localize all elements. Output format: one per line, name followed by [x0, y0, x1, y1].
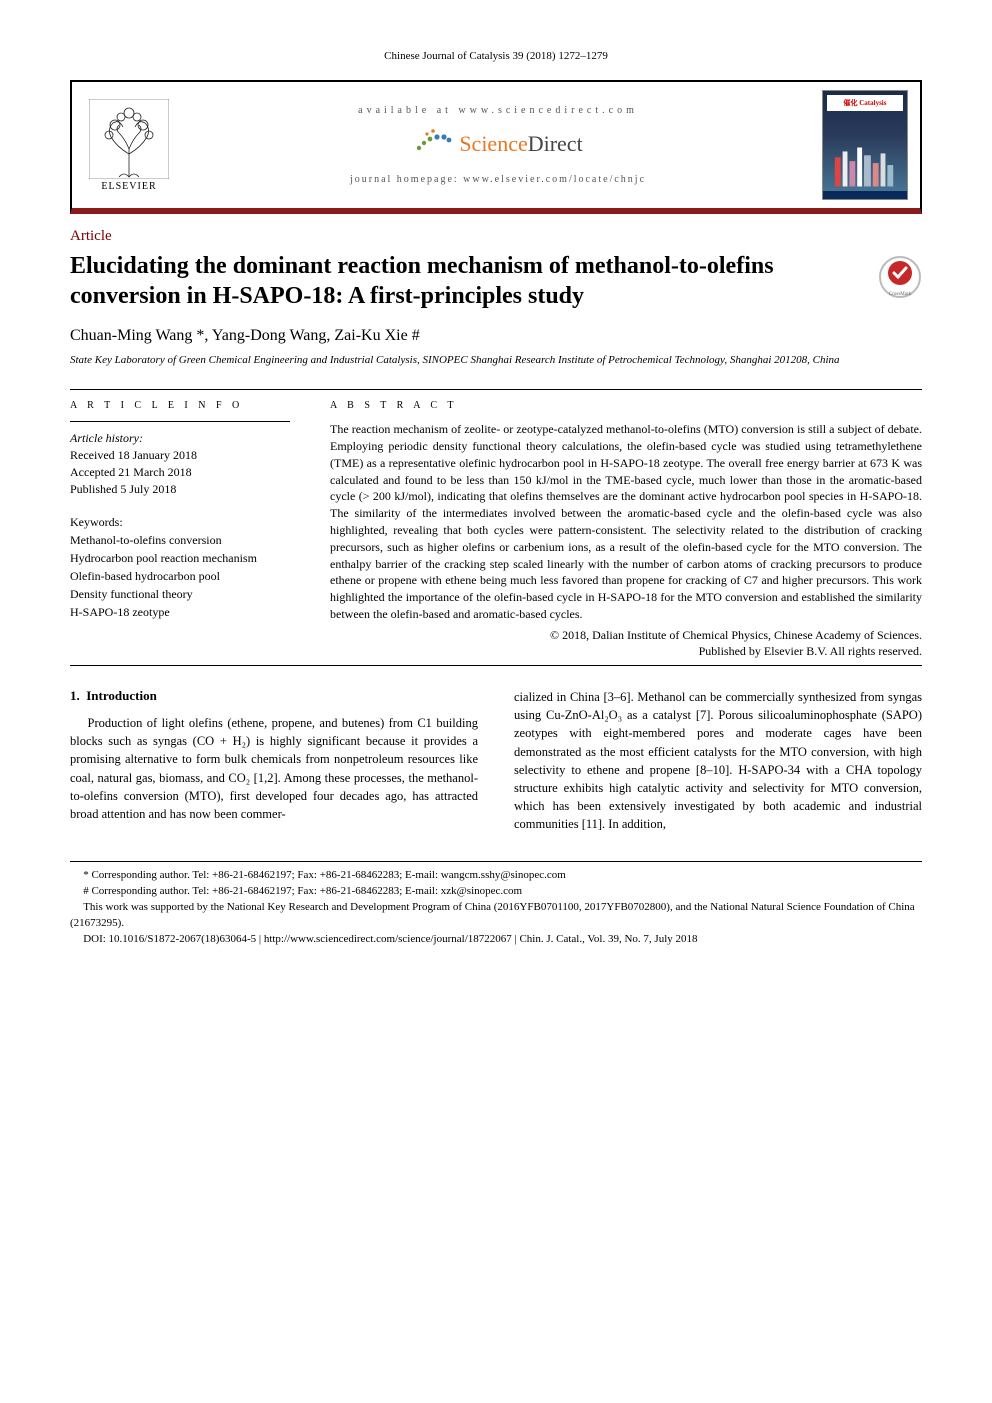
keyword-item: Methanol-to-olefins conversion — [70, 531, 290, 549]
body-paragraph: Production of light olefins (ethene, pro… — [70, 714, 478, 823]
copyright-line: Published by Elsevier B.V. All rights re… — [330, 643, 922, 659]
elsevier-logo: ELSEVIER — [84, 95, 174, 195]
article-history-header: Article history: — [70, 430, 290, 447]
article-info-label: A R T I C L E I N F O — [70, 400, 290, 411]
keyword-item: Density functional theory — [70, 585, 290, 603]
abstract-column: A B S T R A C T The reaction mechanism o… — [330, 400, 922, 659]
sciencedirect-logo: ScienceDirect — [413, 126, 582, 162]
keywords-header: Keywords: — [70, 513, 290, 531]
abstract-text: The reaction mechanism of zeolite- or ze… — [330, 421, 922, 623]
footnote-doi: DOI: 10.1016/S1872-2067(18)63064-5 | htt… — [70, 932, 922, 948]
divider — [70, 389, 922, 390]
keyword-item: Olefin-based hydrocarbon pool — [70, 567, 290, 585]
elsevier-tree-icon — [89, 99, 169, 179]
body-col-right: cialized in China [3–6]. Methanol can be… — [514, 688, 922, 833]
footnote-corresponding: * Corresponding author. Tel: +86-21-6846… — [70, 868, 922, 884]
elsevier-wordmark: ELSEVIER — [101, 181, 156, 192]
svg-text:CrossMark: CrossMark — [889, 292, 912, 297]
keyword-item: H-SAPO-18 zeotype — [70, 603, 290, 621]
received-date: Received 18 January 2018 — [70, 447, 290, 464]
available-at-text: available at www.sciencedirect.com — [190, 105, 806, 116]
crossmark-badge[interactable]: CrossMark — [878, 255, 922, 299]
body-paragraph: cialized in China [3–6]. Methanol can be… — [514, 688, 922, 833]
published-date: Published 5 July 2018 — [70, 481, 290, 498]
journal-header: ELSEVIER available at www.sciencedirect.… — [70, 80, 922, 214]
journal-homepage-text: journal homepage: www.elsevier.com/locat… — [190, 174, 806, 185]
section-heading: 1. Introduction — [70, 688, 478, 704]
footnotes: * Corresponding author. Tel: +86-21-6846… — [70, 861, 922, 948]
footnote-corresponding: # Corresponding author. Tel: +86-21-6846… — [70, 884, 922, 900]
footnote-funding: This work was supported by the National … — [70, 900, 922, 932]
article-type: Article — [70, 228, 922, 245]
sciencedirect-block: available at www.sciencedirect.com Scien… — [190, 105, 806, 185]
sciencedirect-swoosh-icon — [413, 126, 453, 162]
cover-title: 催化 Catalysis — [827, 95, 903, 111]
keyword-item: Hydrocarbon pool reaction mechanism — [70, 549, 290, 567]
abstract-label: A B S T R A C T — [330, 400, 922, 411]
accepted-date: Accepted 21 March 2018 — [70, 464, 290, 481]
cover-city-icon — [829, 147, 901, 187]
divider — [70, 665, 922, 666]
divider — [70, 421, 290, 422]
running-head: Chinese Journal of Catalysis 39 (2018) 1… — [70, 50, 922, 62]
affiliation: State Key Laboratory of Green Chemical E… — [70, 353, 922, 367]
article-title: Elucidating the dominant reaction mechan… — [70, 251, 862, 311]
body-col-left: 1. Introduction Production of light olef… — [70, 688, 478, 833]
copyright-line: © 2018, Dalian Institute of Chemical Phy… — [330, 627, 922, 643]
author-list: Chuan-Ming Wang *, Yang-Dong Wang, Zai-K… — [70, 327, 922, 345]
crossmark-icon: CrossMark — [878, 255, 922, 299]
body-columns: 1. Introduction Production of light olef… — [70, 688, 922, 833]
article-info-column: A R T I C L E I N F O Article history: R… — [70, 400, 290, 659]
journal-cover-thumbnail: 催化 Catalysis — [822, 90, 908, 200]
